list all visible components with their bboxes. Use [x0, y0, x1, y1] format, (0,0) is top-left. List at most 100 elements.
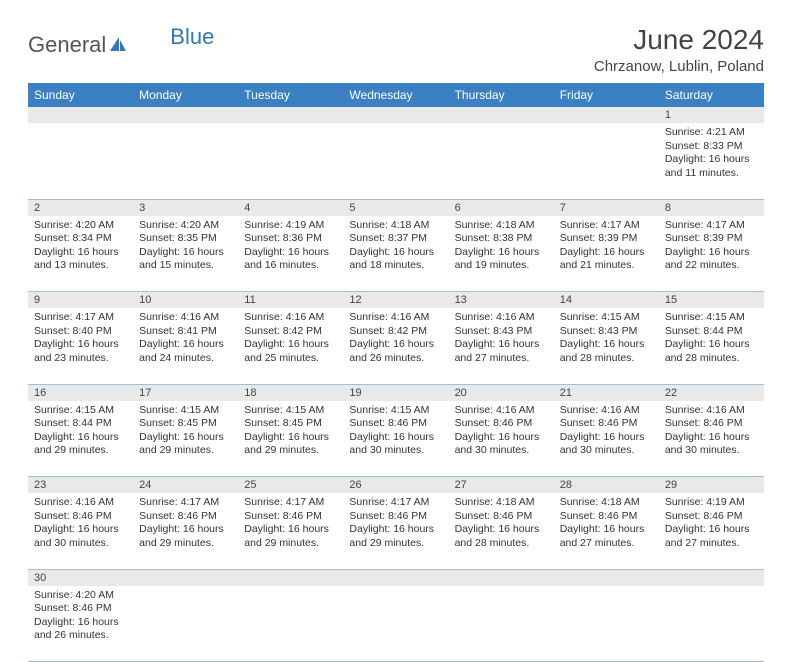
day-cell [28, 123, 133, 199]
day-content-row: Sunrise: 4:20 AMSunset: 8:34 PMDaylight:… [28, 216, 764, 292]
day-daylight1: Daylight: 16 hours [349, 431, 442, 445]
day-cell-content: Sunrise: 4:17 AMSunset: 8:46 PMDaylight:… [343, 493, 448, 557]
day-sunrise: Sunrise: 4:16 AM [455, 311, 548, 325]
day-cell: Sunrise: 4:21 AMSunset: 8:33 PMDaylight:… [659, 123, 764, 199]
day-number-cell: 25 [238, 477, 343, 494]
day-sunrise: Sunrise: 4:17 AM [244, 496, 337, 510]
day-number-cell: 22 [659, 384, 764, 401]
day-daylight2: and 21 minutes. [560, 259, 653, 273]
day-sunset: Sunset: 8:46 PM [34, 510, 127, 524]
day-cell: Sunrise: 4:17 AMSunset: 8:46 PMDaylight:… [133, 493, 238, 569]
day-daylight1: Daylight: 16 hours [349, 523, 442, 537]
day-daylight2: and 28 minutes. [455, 537, 548, 551]
day-cell-content: Sunrise: 4:16 AMSunset: 8:46 PMDaylight:… [554, 401, 659, 465]
day-daylight1: Daylight: 16 hours [34, 616, 127, 630]
day-number-cell: 17 [133, 384, 238, 401]
day-daylight1: Daylight: 16 hours [665, 338, 758, 352]
day-sunset: Sunset: 8:40 PM [34, 325, 127, 339]
day-cell-content: Sunrise: 4:17 AMSunset: 8:40 PMDaylight:… [28, 308, 133, 372]
day-number-cell: 13 [449, 292, 554, 309]
day-daylight1: Daylight: 16 hours [455, 246, 548, 260]
brand-part2: Blue [170, 24, 214, 50]
day-number-cell: 14 [554, 292, 659, 309]
day-number-row: 23242526272829 [28, 477, 764, 494]
day-daylight2: and 29 minutes. [34, 444, 127, 458]
day-number-cell: 30 [28, 569, 133, 586]
day-number-cell [554, 569, 659, 586]
day-number-cell [238, 107, 343, 123]
day-daylight2: and 16 minutes. [244, 259, 337, 273]
day-daylight1: Daylight: 16 hours [455, 523, 548, 537]
day-cell-content: Sunrise: 4:15 AMSunset: 8:45 PMDaylight:… [133, 401, 238, 465]
brand-part1: General [28, 32, 106, 58]
day-number-cell: 8 [659, 199, 764, 216]
brand-logo: General Blue [28, 32, 214, 58]
day-sunset: Sunset: 8:42 PM [244, 325, 337, 339]
day-daylight1: Daylight: 16 hours [34, 431, 127, 445]
day-number-cell [449, 107, 554, 123]
day-sunset: Sunset: 8:46 PM [139, 510, 232, 524]
day-daylight1: Daylight: 16 hours [665, 523, 758, 537]
day-sunset: Sunset: 8:46 PM [244, 510, 337, 524]
day-daylight2: and 26 minutes. [349, 352, 442, 366]
day-number-cell: 3 [133, 199, 238, 216]
day-cell: Sunrise: 4:17 AMSunset: 8:40 PMDaylight:… [28, 308, 133, 384]
day-sunrise: Sunrise: 4:19 AM [665, 496, 758, 510]
day-daylight1: Daylight: 16 hours [244, 338, 337, 352]
day-number-cell: 7 [554, 199, 659, 216]
day-cell-content: Sunrise: 4:19 AMSunset: 8:46 PMDaylight:… [659, 493, 764, 557]
day-sunrise: Sunrise: 4:16 AM [244, 311, 337, 325]
day-sunset: Sunset: 8:41 PM [139, 325, 232, 339]
day-cell: Sunrise: 4:18 AMSunset: 8:46 PMDaylight:… [449, 493, 554, 569]
day-sunrise: Sunrise: 4:20 AM [34, 589, 127, 603]
day-number-cell [554, 107, 659, 123]
day-daylight1: Daylight: 16 hours [139, 431, 232, 445]
day-cell: Sunrise: 4:15 AMSunset: 8:45 PMDaylight:… [133, 401, 238, 477]
day-cell-content: Sunrise: 4:16 AMSunset: 8:46 PMDaylight:… [659, 401, 764, 465]
day-number-cell: 28 [554, 477, 659, 494]
day-sunrise: Sunrise: 4:16 AM [455, 404, 548, 418]
day-daylight1: Daylight: 16 hours [34, 338, 127, 352]
day-sunrise: Sunrise: 4:18 AM [455, 496, 548, 510]
day-content-row: Sunrise: 4:21 AMSunset: 8:33 PMDaylight:… [28, 123, 764, 199]
day-cell: Sunrise: 4:18 AMSunset: 8:38 PMDaylight:… [449, 216, 554, 292]
day-header: Tuesday [238, 83, 343, 107]
day-daylight1: Daylight: 16 hours [349, 338, 442, 352]
day-cell: Sunrise: 4:16 AMSunset: 8:46 PMDaylight:… [28, 493, 133, 569]
day-sunrise: Sunrise: 4:21 AM [665, 126, 758, 140]
day-sunset: Sunset: 8:46 PM [455, 510, 548, 524]
day-sunrise: Sunrise: 4:17 AM [139, 496, 232, 510]
day-cell [449, 586, 554, 662]
day-sunrise: Sunrise: 4:15 AM [139, 404, 232, 418]
day-daylight2: and 29 minutes. [349, 537, 442, 551]
day-cell [343, 123, 448, 199]
day-cell: Sunrise: 4:15 AMSunset: 8:45 PMDaylight:… [238, 401, 343, 477]
day-cell: Sunrise: 4:17 AMSunset: 8:46 PMDaylight:… [238, 493, 343, 569]
day-cell: Sunrise: 4:15 AMSunset: 8:46 PMDaylight:… [343, 401, 448, 477]
day-cell-content: Sunrise: 4:21 AMSunset: 8:33 PMDaylight:… [659, 123, 764, 187]
day-daylight2: and 29 minutes. [139, 444, 232, 458]
day-daylight1: Daylight: 16 hours [34, 523, 127, 537]
day-sunset: Sunset: 8:46 PM [455, 417, 548, 431]
day-daylight1: Daylight: 16 hours [139, 338, 232, 352]
day-daylight1: Daylight: 16 hours [665, 153, 758, 167]
day-number-cell: 27 [449, 477, 554, 494]
day-cell: Sunrise: 4:20 AMSunset: 8:46 PMDaylight:… [28, 586, 133, 662]
day-cell [343, 586, 448, 662]
day-daylight2: and 23 minutes. [34, 352, 127, 366]
day-cell-content: Sunrise: 4:16 AMSunset: 8:42 PMDaylight:… [238, 308, 343, 372]
day-number-cell: 20 [449, 384, 554, 401]
day-daylight1: Daylight: 16 hours [665, 246, 758, 260]
page-header: General Blue June 2024 Chrzanow, Lublin,… [28, 24, 764, 75]
day-cell-content: Sunrise: 4:15 AMSunset: 8:43 PMDaylight:… [554, 308, 659, 372]
day-daylight1: Daylight: 16 hours [560, 431, 653, 445]
day-cell-content: Sunrise: 4:17 AMSunset: 8:39 PMDaylight:… [554, 216, 659, 280]
day-cell: Sunrise: 4:16 AMSunset: 8:46 PMDaylight:… [449, 401, 554, 477]
day-number-row: 16171819202122 [28, 384, 764, 401]
day-number-cell [133, 107, 238, 123]
day-daylight2: and 30 minutes. [560, 444, 653, 458]
day-content-row: Sunrise: 4:20 AMSunset: 8:46 PMDaylight:… [28, 586, 764, 662]
day-daylight1: Daylight: 16 hours [455, 338, 548, 352]
day-sunrise: Sunrise: 4:16 AM [665, 404, 758, 418]
day-cell-content: Sunrise: 4:18 AMSunset: 8:38 PMDaylight:… [449, 216, 554, 280]
